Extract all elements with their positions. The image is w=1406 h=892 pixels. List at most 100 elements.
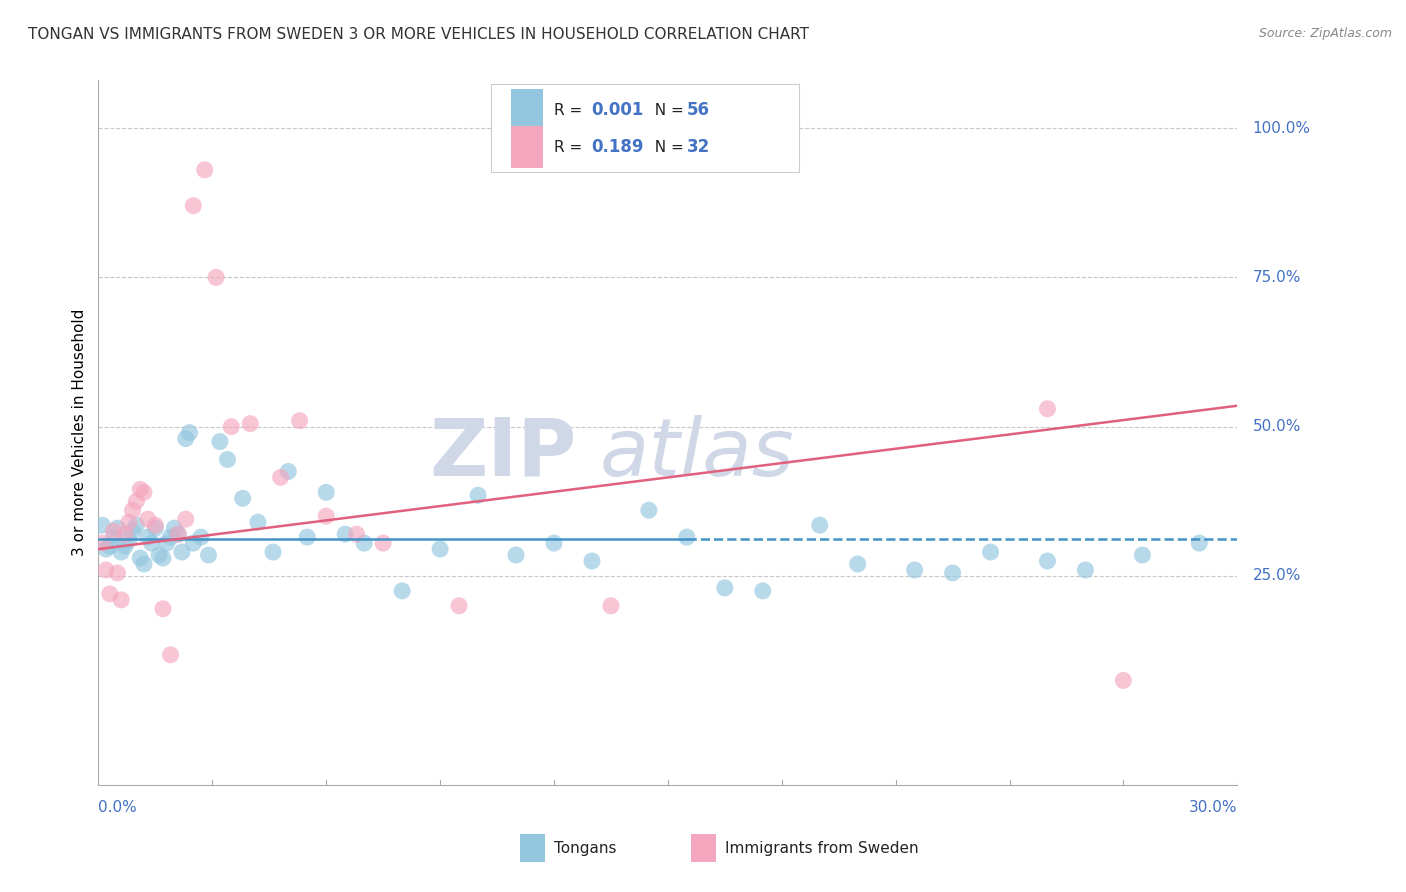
Tongans bbox=[170, 545, 193, 559]
Text: 75.0%: 75.0% bbox=[1253, 270, 1301, 285]
Immigrants from Sweden bbox=[183, 199, 205, 213]
Immigrants from Sweden bbox=[91, 536, 114, 550]
Y-axis label: 3 or more Vehicles in Household: 3 or more Vehicles in Household bbox=[72, 309, 87, 557]
Tongans bbox=[125, 518, 148, 533]
Text: R =: R = bbox=[554, 140, 588, 155]
FancyBboxPatch shape bbox=[510, 89, 543, 131]
Tongans bbox=[91, 518, 114, 533]
Tongans bbox=[217, 452, 239, 467]
Immigrants from Sweden bbox=[129, 483, 152, 497]
Immigrants from Sweden bbox=[114, 527, 136, 541]
Text: atlas: atlas bbox=[599, 415, 794, 492]
Text: 56: 56 bbox=[688, 101, 710, 119]
FancyBboxPatch shape bbox=[510, 126, 543, 169]
Immigrants from Sweden bbox=[145, 518, 167, 533]
FancyBboxPatch shape bbox=[690, 834, 716, 863]
Tongans bbox=[163, 521, 186, 535]
Immigrants from Sweden bbox=[107, 566, 129, 580]
Immigrants from Sweden bbox=[121, 503, 143, 517]
Immigrants from Sweden bbox=[174, 512, 197, 526]
Immigrants from Sweden bbox=[221, 419, 243, 434]
Tongans bbox=[277, 465, 299, 479]
Tongans bbox=[110, 545, 132, 559]
Immigrants from Sweden bbox=[152, 602, 174, 616]
Immigrants from Sweden bbox=[194, 162, 217, 177]
Text: Source: ZipAtlas.com: Source: ZipAtlas.com bbox=[1258, 27, 1392, 40]
Tongans bbox=[297, 530, 319, 544]
Tongans bbox=[136, 530, 159, 544]
Immigrants from Sweden bbox=[110, 592, 132, 607]
Tongans bbox=[752, 583, 775, 598]
Immigrants from Sweden bbox=[205, 270, 228, 285]
Tongans bbox=[156, 536, 179, 550]
Text: 30.0%: 30.0% bbox=[1189, 800, 1237, 815]
Text: 50.0%: 50.0% bbox=[1253, 419, 1301, 434]
Tongans bbox=[114, 539, 136, 553]
Tongans bbox=[141, 536, 163, 550]
Tongans bbox=[979, 545, 1001, 559]
Tongans bbox=[118, 533, 141, 548]
Tongans bbox=[179, 425, 201, 440]
Tongans bbox=[429, 542, 451, 557]
Tongans bbox=[107, 521, 129, 535]
Tongans bbox=[208, 434, 231, 449]
Tongans bbox=[1188, 536, 1211, 550]
Tongans bbox=[1132, 548, 1154, 562]
Immigrants from Sweden bbox=[270, 470, 292, 484]
Tongans bbox=[315, 485, 337, 500]
Text: 0.189: 0.189 bbox=[592, 138, 644, 156]
Tongans bbox=[505, 548, 527, 562]
Text: Tongans: Tongans bbox=[554, 841, 616, 856]
Tongans bbox=[94, 542, 117, 557]
Tongans bbox=[714, 581, 737, 595]
Text: R =: R = bbox=[554, 103, 588, 118]
Tongans bbox=[232, 491, 254, 506]
Tongans bbox=[183, 536, 205, 550]
Text: Immigrants from Sweden: Immigrants from Sweden bbox=[725, 841, 918, 856]
Immigrants from Sweden bbox=[288, 414, 311, 428]
Tongans bbox=[167, 527, 190, 541]
Tongans bbox=[121, 524, 143, 538]
Immigrants from Sweden bbox=[94, 563, 117, 577]
Tongans bbox=[246, 515, 269, 529]
Text: 25.0%: 25.0% bbox=[1253, 568, 1301, 583]
Immigrants from Sweden bbox=[159, 648, 181, 662]
FancyBboxPatch shape bbox=[491, 84, 799, 172]
Tongans bbox=[145, 521, 167, 535]
Immigrants from Sweden bbox=[346, 527, 368, 541]
Text: ZIP: ZIP bbox=[429, 415, 576, 492]
Text: TONGAN VS IMMIGRANTS FROM SWEDEN 3 OR MORE VEHICLES IN HOUSEHOLD CORRELATION CHA: TONGAN VS IMMIGRANTS FROM SWEDEN 3 OR MO… bbox=[28, 27, 808, 42]
Tongans bbox=[335, 527, 357, 541]
Tongans bbox=[543, 536, 565, 550]
Tongans bbox=[148, 548, 170, 562]
Tongans bbox=[676, 530, 699, 544]
FancyBboxPatch shape bbox=[520, 834, 546, 863]
Tongans bbox=[103, 530, 125, 544]
Immigrants from Sweden bbox=[239, 417, 262, 431]
Text: 0.0%: 0.0% bbox=[98, 800, 138, 815]
Tongans bbox=[808, 518, 831, 533]
Immigrants from Sweden bbox=[1036, 401, 1059, 416]
Tongans bbox=[190, 530, 212, 544]
Immigrants from Sweden bbox=[132, 485, 155, 500]
Tongans bbox=[1036, 554, 1059, 568]
Immigrants from Sweden bbox=[600, 599, 623, 613]
Text: N =: N = bbox=[645, 103, 689, 118]
Immigrants from Sweden bbox=[167, 527, 190, 541]
Immigrants from Sweden bbox=[98, 587, 121, 601]
Text: N =: N = bbox=[645, 140, 689, 155]
Tongans bbox=[262, 545, 284, 559]
Immigrants from Sweden bbox=[449, 599, 471, 613]
Immigrants from Sweden bbox=[103, 524, 125, 538]
Tongans bbox=[197, 548, 219, 562]
Tongans bbox=[638, 503, 661, 517]
Tongans bbox=[129, 551, 152, 566]
Tongans bbox=[353, 536, 375, 550]
Immigrants from Sweden bbox=[125, 494, 148, 508]
Tongans bbox=[159, 530, 181, 544]
Immigrants from Sweden bbox=[315, 509, 337, 524]
Tongans bbox=[132, 557, 155, 571]
Tongans bbox=[467, 488, 489, 502]
Immigrants from Sweden bbox=[1112, 673, 1135, 688]
Text: 32: 32 bbox=[688, 138, 710, 156]
